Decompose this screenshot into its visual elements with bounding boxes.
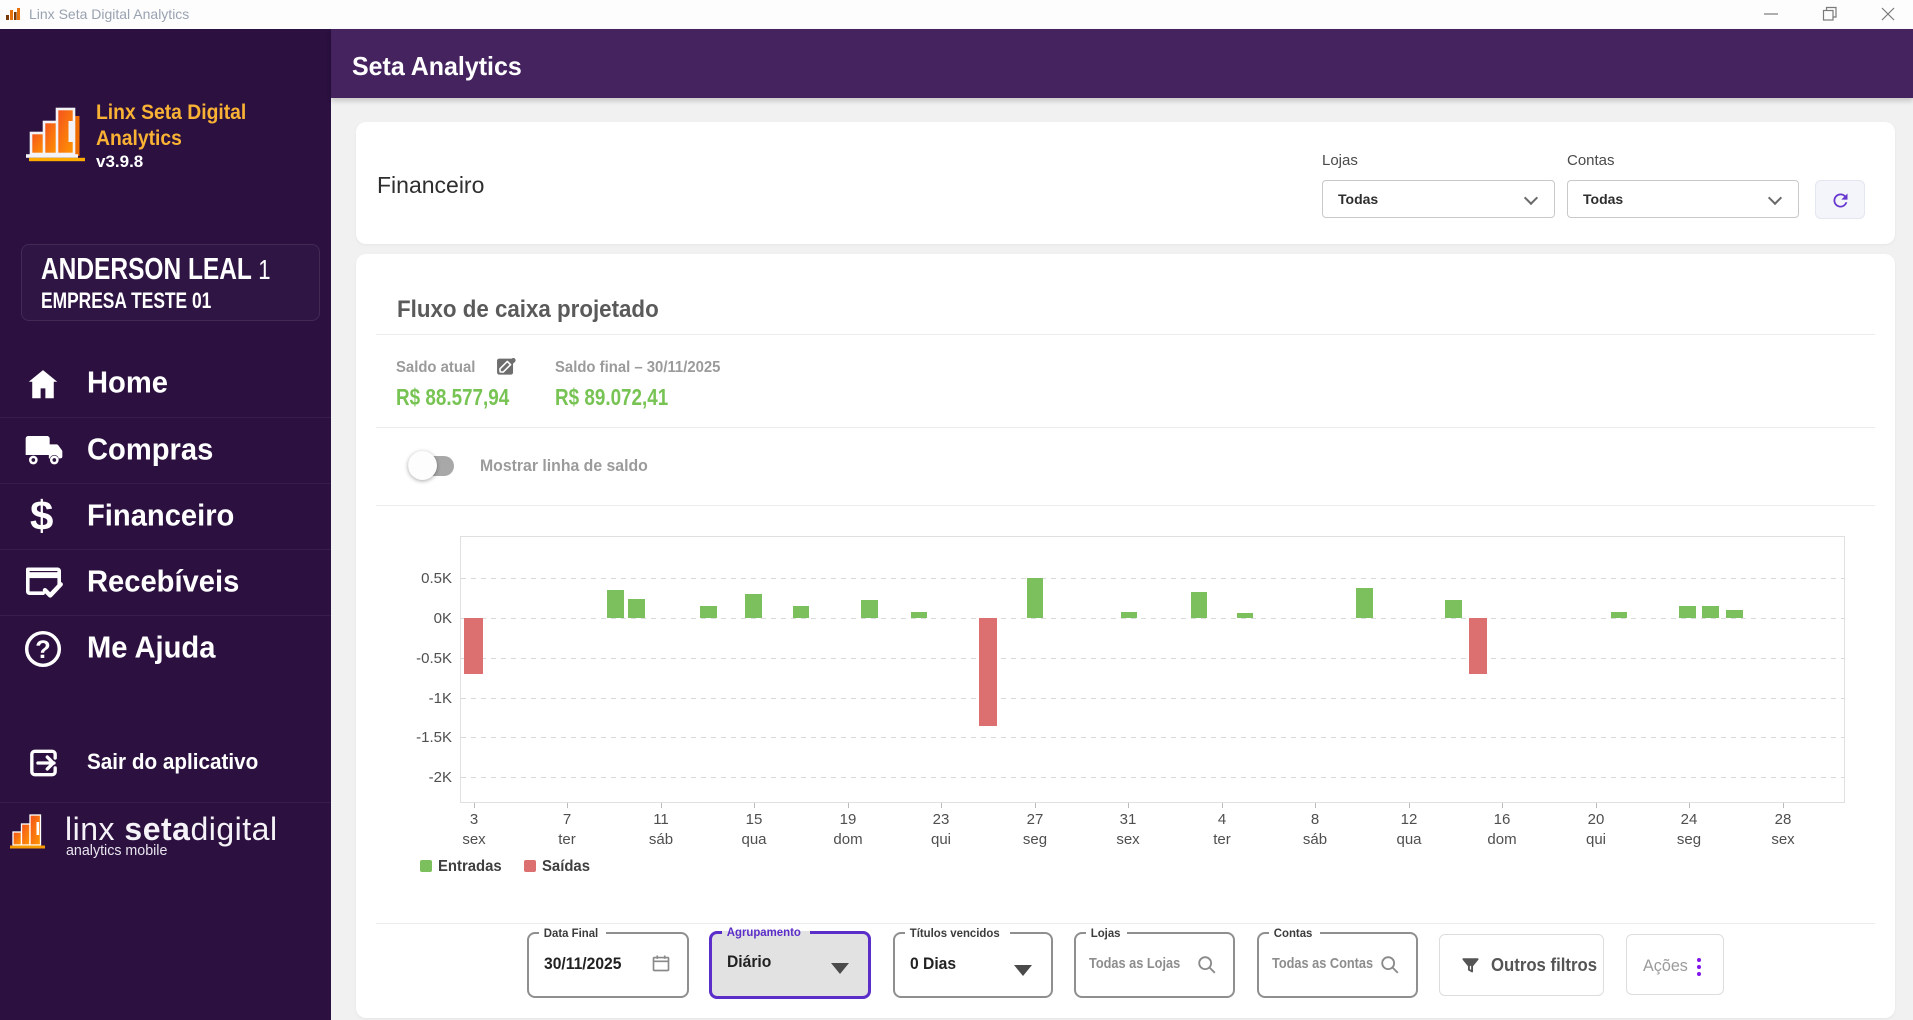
svg-text:12: 12: [1401, 811, 1418, 828]
svg-text:27: 27: [1027, 811, 1044, 828]
svg-text:sáb: sáb: [1303, 831, 1327, 848]
svg-text:seg: seg: [1677, 831, 1701, 848]
svg-text:24: 24: [1681, 811, 1698, 828]
svg-text:-1.5K: -1.5K: [416, 729, 452, 746]
svg-text:15: 15: [746, 811, 763, 828]
svg-text:qui: qui: [931, 831, 951, 848]
svg-text:31: 31: [1120, 811, 1137, 828]
svg-text:qua: qua: [741, 831, 767, 848]
svg-text:-2K: -2K: [429, 769, 452, 786]
svg-text:23: 23: [933, 811, 950, 828]
svg-text:sáb: sáb: [649, 831, 673, 848]
svg-text:sex: sex: [462, 831, 486, 848]
svg-text:8: 8: [1311, 811, 1319, 828]
svg-text:28: 28: [1775, 811, 1792, 828]
svg-text:0.5K: 0.5K: [421, 570, 452, 587]
svg-text:20: 20: [1588, 811, 1605, 828]
svg-text:dom: dom: [833, 831, 862, 848]
svg-text:11: 11: [653, 811, 669, 828]
svg-text:19: 19: [840, 811, 857, 828]
svg-text:3: 3: [470, 811, 478, 828]
svg-text:dom: dom: [1487, 831, 1516, 848]
svg-text:ter: ter: [1213, 831, 1231, 848]
svg-text:0K: 0K: [434, 610, 452, 627]
svg-text:?: ?: [35, 636, 50, 664]
svg-text:ter: ter: [558, 831, 576, 848]
svg-text:-0.5K: -0.5K: [416, 650, 452, 667]
svg-text:-1K: -1K: [429, 690, 452, 707]
svg-text:qua: qua: [1396, 831, 1422, 848]
svg-text:sex: sex: [1116, 831, 1140, 848]
svg-text:4: 4: [1218, 811, 1226, 828]
svg-text:16: 16: [1494, 811, 1511, 828]
svg-text:sex: sex: [1771, 831, 1795, 848]
svg-text:7: 7: [563, 811, 571, 828]
svg-text:seg: seg: [1023, 831, 1047, 848]
svg-text:qui: qui: [1586, 831, 1606, 848]
